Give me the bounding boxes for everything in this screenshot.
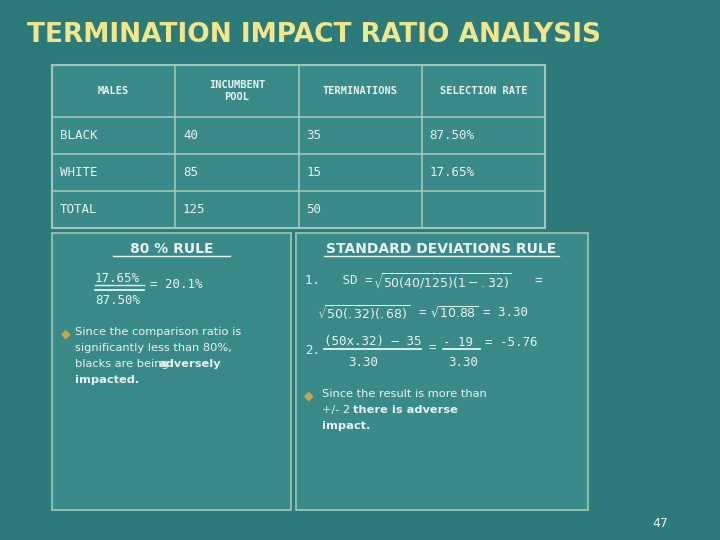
Text: +/- 2: +/- 2	[322, 405, 354, 415]
Text: =: =	[419, 307, 426, 320]
Text: there is adverse: there is adverse	[353, 405, 457, 415]
Text: 2.: 2.	[305, 345, 320, 357]
Text: blacks are being: blacks are being	[75, 359, 172, 369]
Text: = 20.1%: = 20.1%	[150, 279, 202, 292]
Text: = 3.30: = 3.30	[483, 307, 528, 320]
Text: MALES: MALES	[98, 86, 130, 96]
Text: $\sqrt{50(.32)(.68)}$: $\sqrt{50(.32)(.68)}$	[317, 303, 410, 322]
Text: = -5.76: = -5.76	[485, 335, 538, 348]
Text: adversely: adversely	[158, 359, 221, 369]
Text: 87.50%: 87.50%	[429, 129, 474, 142]
Bar	[52, 233, 291, 510]
Text: 1.   SD =: 1. SD =	[305, 274, 373, 287]
Text: 17.65%: 17.65%	[95, 273, 140, 286]
Text: 125: 125	[183, 203, 205, 216]
Text: impacted.: impacted.	[75, 375, 139, 385]
Text: 15: 15	[306, 166, 321, 179]
Text: STANDARD DEVIATIONS RULE: STANDARD DEVIATIONS RULE	[326, 242, 557, 256]
Text: impact.: impact.	[322, 421, 371, 431]
Text: 50: 50	[306, 203, 321, 216]
Text: - 19: - 19	[444, 335, 474, 348]
Text: 17.65%: 17.65%	[429, 166, 474, 179]
Text: =: =	[534, 274, 542, 287]
Text: TERMINATIONS: TERMINATIONS	[323, 86, 397, 96]
Text: SELECTION RATE: SELECTION RATE	[439, 86, 527, 96]
Text: significantly less than 80%,: significantly less than 80%,	[75, 343, 232, 353]
Text: 80 % RULE: 80 % RULE	[130, 242, 213, 256]
Text: 85: 85	[183, 166, 198, 179]
Text: Since the comparison ratio is: Since the comparison ratio is	[75, 327, 241, 337]
Text: 40: 40	[183, 129, 198, 142]
Bar	[52, 65, 545, 228]
Text: (50x.32) – 35: (50x.32) – 35	[324, 335, 422, 348]
Text: INCUMBENT
POOL: INCUMBENT POOL	[209, 80, 265, 102]
Text: $\sqrt{50(40/125)(1-.32)}$: $\sqrt{50(40/125)(1-.32)}$	[374, 271, 512, 291]
Text: 47: 47	[652, 517, 668, 530]
Text: =: =	[428, 341, 436, 354]
Text: ◆: ◆	[304, 389, 314, 402]
Text: WHITE: WHITE	[60, 166, 97, 179]
Text: 35: 35	[306, 129, 321, 142]
Text: ◆: ◆	[60, 327, 70, 340]
Text: 87.50%: 87.50%	[95, 294, 140, 307]
Text: 3.30: 3.30	[449, 356, 478, 369]
Text: TOTAL: TOTAL	[60, 203, 97, 216]
Text: $\sqrt{10.88}$: $\sqrt{10.88}$	[431, 306, 479, 321]
Bar	[296, 233, 588, 510]
Text: 3.30: 3.30	[348, 356, 378, 369]
Text: Since the result is more than: Since the result is more than	[322, 389, 487, 399]
Text: TERMINATION IMPACT RATIO ANALYSIS: TERMINATION IMPACT RATIO ANALYSIS	[27, 22, 600, 48]
Text: BLACK: BLACK	[60, 129, 97, 142]
